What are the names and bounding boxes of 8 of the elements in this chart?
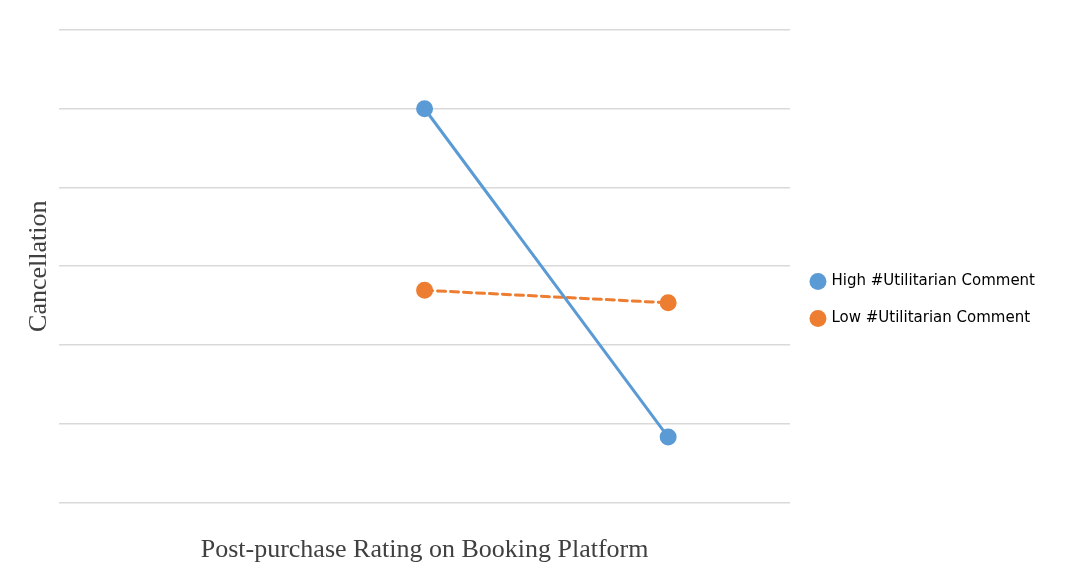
x-axis-title: Post-purchase Rating on Booking Platform xyxy=(200,534,649,564)
point xyxy=(659,428,677,446)
legend-label: Low #Utilitarian Comment xyxy=(831,308,1031,327)
legend-label: High #Utilitarian Comment xyxy=(831,271,1036,290)
point xyxy=(416,281,434,299)
y-axis-title: Cancellation xyxy=(23,200,53,332)
point xyxy=(416,100,434,118)
point xyxy=(659,294,677,312)
